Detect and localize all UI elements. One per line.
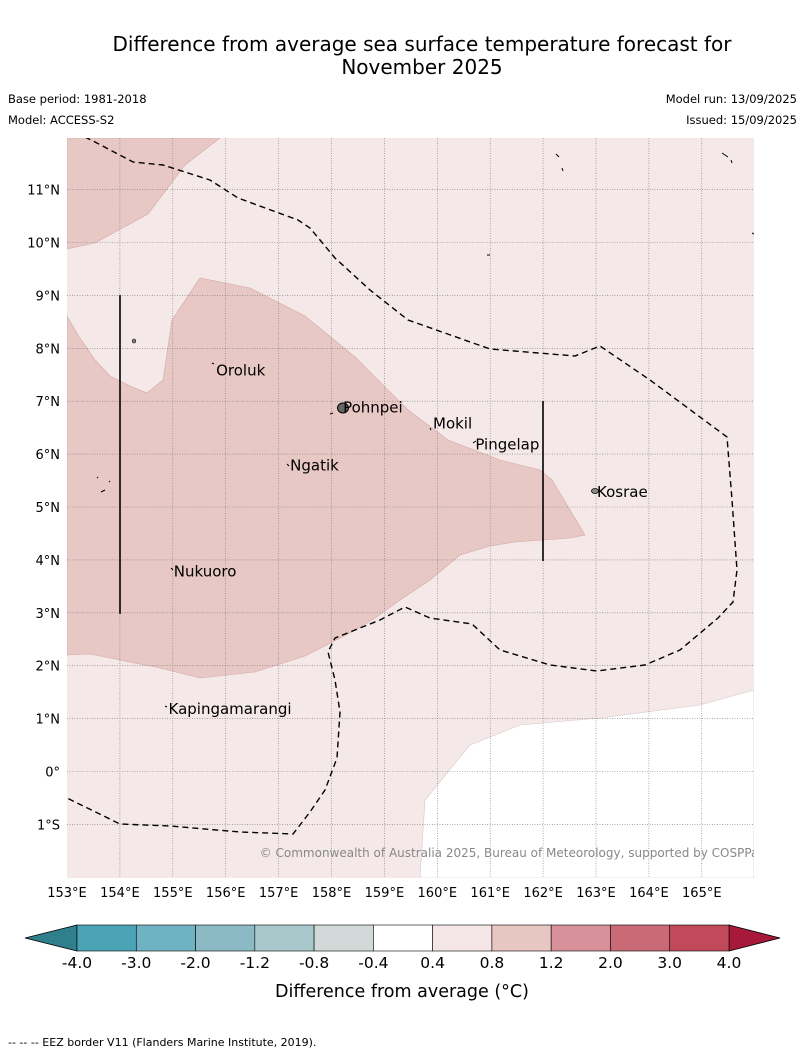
title-line-1: Difference from average sea surface temp…	[112, 32, 732, 56]
colorbar-tick-label: -2.0	[180, 954, 210, 972]
colorbar-swatch	[373, 924, 433, 952]
islands	[96, 152, 754, 708]
latitude-tick-label: 1°N	[36, 713, 61, 728]
latitude-tick-label: 3°N	[36, 607, 61, 622]
place-label: Pohnpei	[343, 398, 403, 416]
colorbar-tick-label: 3.0	[657, 954, 682, 972]
longitude-tick-label: 153°E	[47, 886, 87, 901]
colorbar-tick-label: 0.8	[480, 954, 505, 972]
latitude-labels: 11°N 10°N 9°N 8°N 7°N 6°N 5°N 4°N 3°N 2°N 1°N 0° 1°S	[27, 184, 60, 834]
longitude-tick-label: 156°E	[206, 886, 246, 901]
model-name: Model: ACCESS-S2	[8, 113, 115, 127]
issued-date: Issued: 15/09/2025	[686, 113, 797, 127]
place-label: Kapingamarangi	[169, 700, 292, 718]
graticule	[67, 138, 754, 878]
latitude-tick-label: 10°N	[27, 237, 60, 252]
latitude-tick-label: 7°N	[36, 395, 61, 410]
model-run: Model run: 13/09/2025	[665, 92, 797, 106]
longitude-tick-label: 163°E	[576, 886, 616, 901]
place-label: Oroluk	[216, 361, 265, 379]
place-label: Pingelap	[475, 436, 539, 454]
eez-footnote: -- -- -- EEZ border V11 (Flanders Marine…	[8, 1036, 317, 1049]
longitude-tick-label: 161°E	[470, 886, 510, 901]
latitude-tick-label: 1°S	[37, 818, 60, 833]
colorbar-tick-label: -3.0	[121, 954, 151, 972]
colorbar-swatch	[195, 924, 256, 952]
colorbar-tick-label: -0.8	[299, 954, 329, 972]
colorbar-title: Difference from average (°C)	[275, 982, 529, 1002]
colorbar-swatch	[76, 924, 137, 952]
latitude-tick-label: 0°	[45, 766, 60, 781]
colorbar-over-arrow	[728, 924, 781, 952]
longitude-tick-label: 159°E	[365, 886, 405, 901]
colorbar-swatch	[550, 924, 611, 952]
anomaly-band-0.8-1.2-north	[67, 138, 221, 250]
latitude-tick-label: 5°N	[36, 501, 61, 516]
map-area: © Commonwealth of Australia 2025, Bureau…	[67, 138, 765, 878]
eez-border	[67, 138, 738, 835]
colorbar: -4.0 -3.0 -2.0 -1.2 -0.8 -0.4 0.4 0.8 1.2 2.0 3.0 4…	[24, 924, 781, 972]
colorbar-swatch	[313, 924, 374, 952]
longitude-tick-label: 158°E	[312, 886, 352, 901]
colorbar-swatch	[610, 924, 671, 952]
base-period: Base period: 1981-2018	[8, 92, 147, 106]
place-label: Kosrae	[597, 483, 648, 501]
latitude-tick-label: 9°N	[36, 289, 61, 304]
pohnpei-island-icon	[337, 402, 349, 414]
map-title: Difference from average sea surface temp…	[0, 33, 804, 79]
colorbar-tick-label: -1.2	[240, 954, 270, 972]
anomaly-band-below-0.4	[419, 689, 754, 878]
latitude-tick-label: 2°N	[36, 660, 61, 675]
colorbar-swatch	[491, 924, 552, 952]
title-line-2: November 2025	[341, 55, 503, 79]
longitude-tick-label: 165°E	[682, 886, 722, 901]
longitude-labels: 153°E 154°E 155°E 156°E 157°E 158°E 159°E 160°E…	[47, 886, 721, 901]
colorbar-swatch	[254, 924, 315, 952]
longitude-tick-label: 162°E	[523, 886, 563, 901]
latitude-tick-label: 4°N	[36, 554, 61, 569]
colorbar-tick-label: -0.4	[358, 954, 388, 972]
place-label: Mokil	[433, 414, 472, 432]
colorbar-swatch	[432, 924, 493, 952]
longitude-tick-label: 154°E	[100, 886, 140, 901]
longitude-tick-label: 155°E	[153, 886, 193, 901]
colorbar-swatch	[669, 924, 730, 952]
colorbar-tick-label: 2.0	[598, 954, 623, 972]
latitude-tick-label: 8°N	[36, 342, 61, 357]
place-label: Nukuoro	[174, 562, 237, 580]
colorbar-under-arrow	[24, 924, 78, 952]
anomaly-band-0.8-1.2-central	[67, 277, 586, 679]
longitude-tick-label: 160°E	[418, 886, 458, 901]
colorbar-tick-label: 0.4	[420, 954, 445, 972]
kosrae-island-icon	[591, 488, 599, 494]
colorbar-tick-label: 1.2	[539, 954, 564, 972]
copyright-notice: © Commonwealth of Australia 2025, Bureau…	[260, 846, 765, 860]
place-label: Ngatik	[290, 457, 339, 475]
colorbar-swatch	[135, 924, 196, 952]
latitude-tick-label: 11°N	[27, 184, 60, 199]
longitude-tick-label: 164°E	[629, 886, 669, 901]
sst-anomaly-map: © Commonwealth of Australia 2025, Bureau…	[24, 138, 781, 1002]
longitude-tick-label: 157°E	[259, 886, 299, 901]
colorbar-tick-label: -4.0	[62, 954, 92, 972]
latitude-tick-label: 6°N	[36, 448, 61, 463]
colorbar-tick-label: 4.0	[717, 954, 742, 972]
